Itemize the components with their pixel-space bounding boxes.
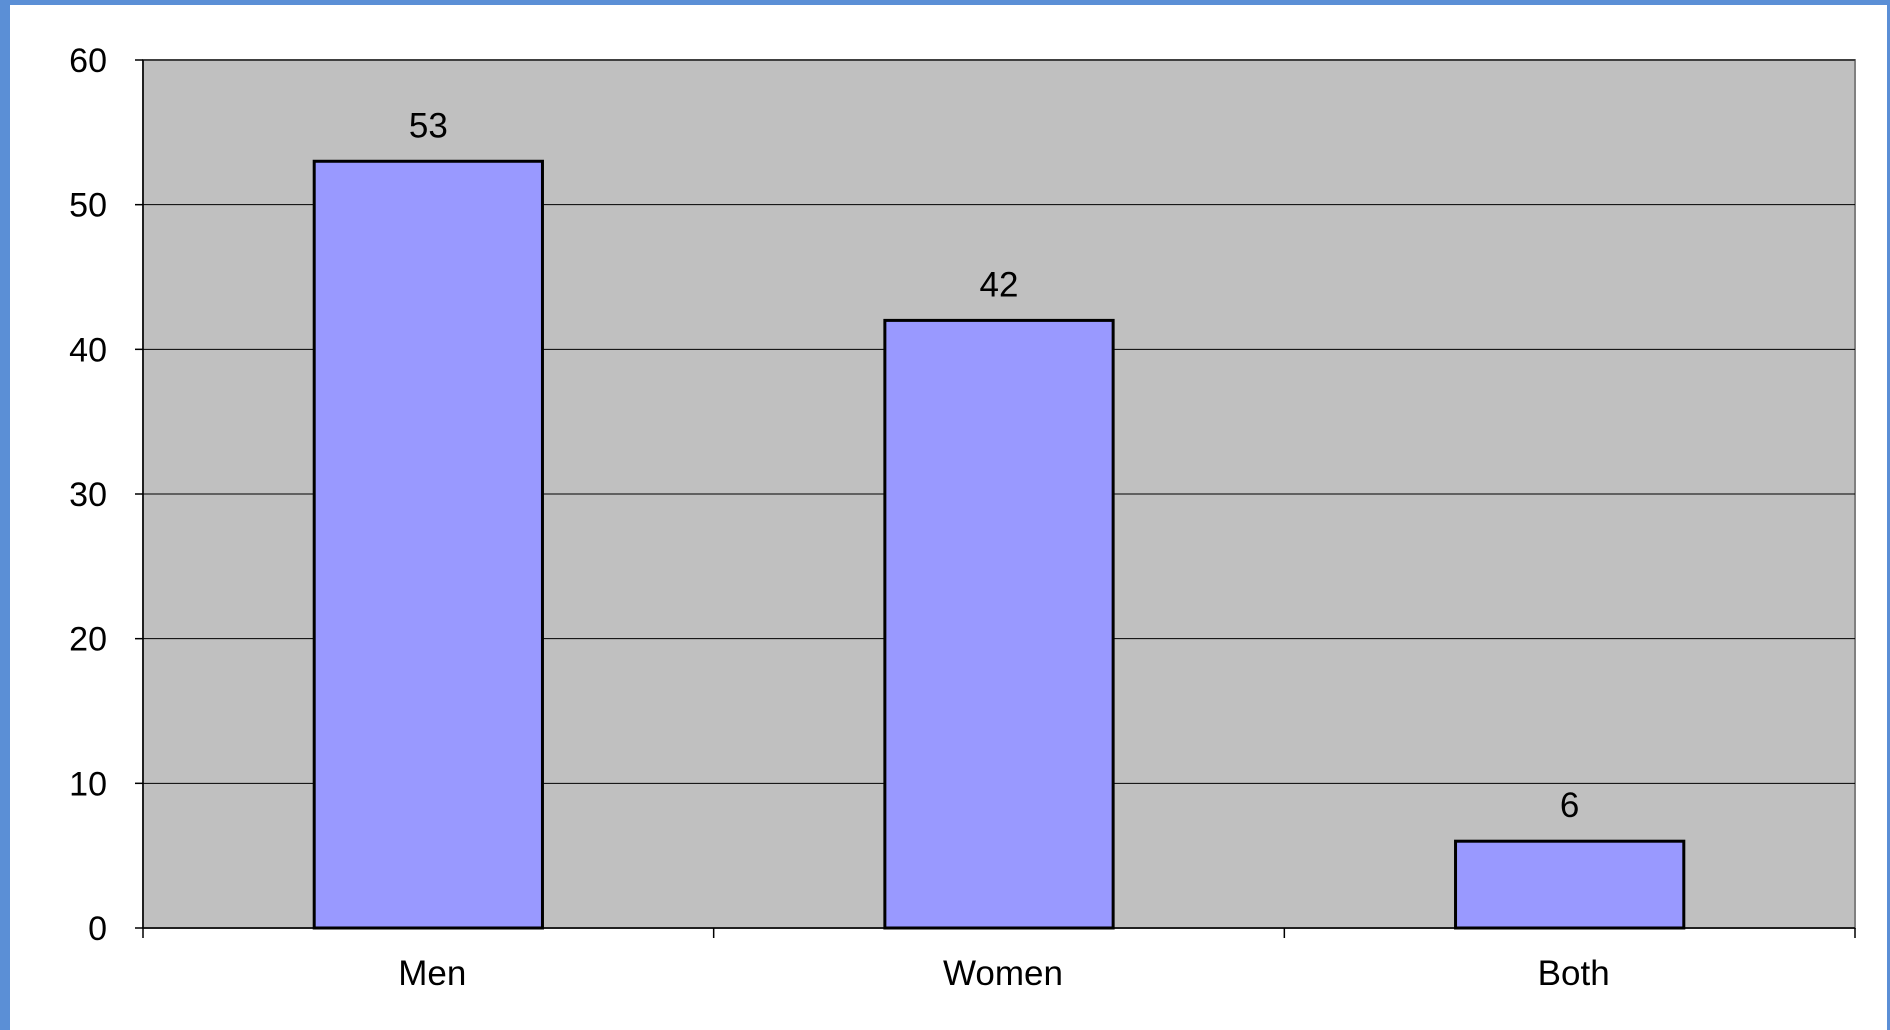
- x-tick-label-both: Both: [1538, 954, 1610, 993]
- y-tick-label-50: 50: [69, 187, 107, 225]
- x-tick-label-women: Women: [943, 954, 1063, 993]
- y-tick-label-40: 40: [69, 331, 107, 369]
- data-label-both: 6: [1560, 786, 1579, 825]
- data-label-men: 53: [409, 106, 448, 145]
- bar-women: [883, 318, 1115, 930]
- bar-both: [1454, 839, 1686, 930]
- y-tick-label-0: 0: [88, 910, 107, 948]
- bar-men: [312, 159, 544, 930]
- y-tick-label-30: 30: [69, 476, 107, 514]
- data-label-women: 42: [980, 265, 1019, 304]
- x-tick-label-men: Men: [398, 954, 466, 993]
- y-axis-ticks: 0 10 20 30 40 50 60: [69, 42, 143, 948]
- y-tick-label-20: 20: [69, 621, 107, 659]
- x-axis-ticks: Men Women Both: [142, 928, 1856, 993]
- y-tick-label-10: 10: [69, 765, 107, 803]
- y-tick-label-60: 60: [69, 42, 107, 80]
- data-labels: 53 42 6: [409, 106, 1580, 825]
